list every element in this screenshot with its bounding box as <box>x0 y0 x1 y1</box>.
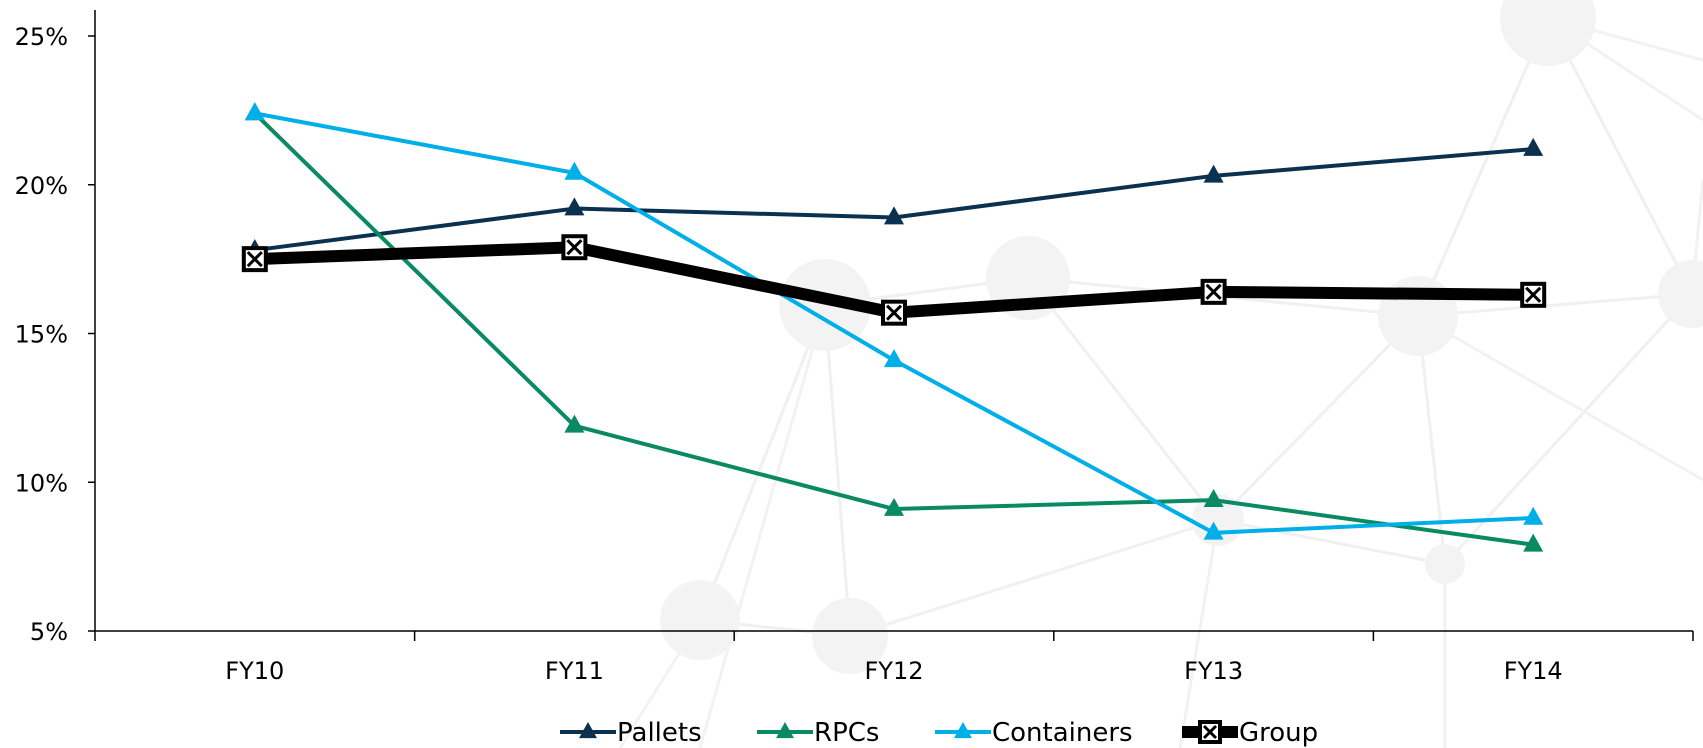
data-point <box>1520 281 1547 308</box>
bg-network-node <box>1500 0 1596 66</box>
series-rpcs <box>244 102 1544 552</box>
y-tick-label: 15% <box>15 321 68 349</box>
y-tick-label: 20% <box>15 172 68 200</box>
bg-network-link <box>1217 518 1446 566</box>
y-tick-label: 5% <box>30 618 68 646</box>
legend-item-group: Group <box>1182 718 1318 748</box>
bg-network-node <box>1658 260 1703 328</box>
data-point <box>561 234 588 261</box>
data-point <box>564 414 585 433</box>
data-point <box>1203 521 1224 540</box>
data-point <box>564 161 585 180</box>
data-point <box>884 206 904 225</box>
y-axis-ticks: 5% 10% 15% 20% 25% <box>15 23 95 646</box>
data-point <box>1523 533 1544 552</box>
axes <box>94 10 1693 632</box>
legend: Pallets RPCs Containers Group <box>560 718 1318 748</box>
data-point <box>1523 506 1544 525</box>
legend-label: RPCs <box>814 718 879 748</box>
x-axis-ticks: FY10 FY11 FY12 FY13 FY14 <box>94 631 1694 685</box>
legend-label: Containers <box>992 718 1133 748</box>
legend-item-rpcs: RPCs <box>757 718 879 748</box>
data-point <box>1523 137 1544 156</box>
series-group <box>241 234 1547 326</box>
data-point <box>564 197 585 216</box>
series-line-pallets <box>254 147 1534 253</box>
bg-network-link <box>1416 17 1550 317</box>
legend-marker <box>1198 720 1222 744</box>
data-point <box>884 497 904 516</box>
bg-network-node <box>660 580 740 660</box>
data-point <box>1200 278 1227 305</box>
bg-network-node <box>812 598 888 674</box>
bg-network-link <box>823 304 852 637</box>
bg-network-link <box>698 304 827 748</box>
bg-network-link <box>1443 292 1694 566</box>
data-point <box>241 246 268 273</box>
bg-network-link <box>1546 17 1694 295</box>
data-point <box>244 102 265 121</box>
data-point <box>884 349 904 368</box>
bg-network-link <box>1216 314 1420 522</box>
legend-item-containers: Containers <box>935 718 1133 748</box>
data-point <box>1203 488 1224 507</box>
data-point <box>1203 164 1224 183</box>
series-layer <box>241 102 1547 552</box>
legend-label: Group <box>1239 718 1318 748</box>
data-point <box>881 299 907 326</box>
legend-label: Pallets <box>617 718 702 748</box>
background-network-pattern <box>618 0 1703 748</box>
bg-network-link <box>1417 292 1693 318</box>
x-tick-label: FY11 <box>545 657 604 685</box>
bg-network-link <box>1178 519 1220 748</box>
series-pallets <box>244 137 1544 258</box>
series-containers <box>244 102 1544 540</box>
legend-marker <box>954 721 972 739</box>
bg-network-link <box>698 304 827 621</box>
y-tick-label: 25% <box>15 23 68 51</box>
bg-network-node <box>779 259 871 351</box>
bg-network-link <box>1417 314 1703 482</box>
bg-network-link <box>1026 277 1220 521</box>
legend-marker <box>776 721 794 739</box>
bg-network-node <box>1425 544 1465 584</box>
bg-network-link <box>849 518 1219 638</box>
x-tick-label: FY14 <box>1504 657 1563 685</box>
legend-marker <box>579 721 597 739</box>
legend-item-pallets: Pallets <box>560 718 702 748</box>
x-tick-label: FY10 <box>225 657 284 685</box>
series-line-rpcs <box>253 111 1534 547</box>
x-tick-label: FY12 <box>864 657 923 685</box>
y-tick-label: 10% <box>15 469 68 497</box>
x-tick-label: FY13 <box>1184 657 1243 685</box>
